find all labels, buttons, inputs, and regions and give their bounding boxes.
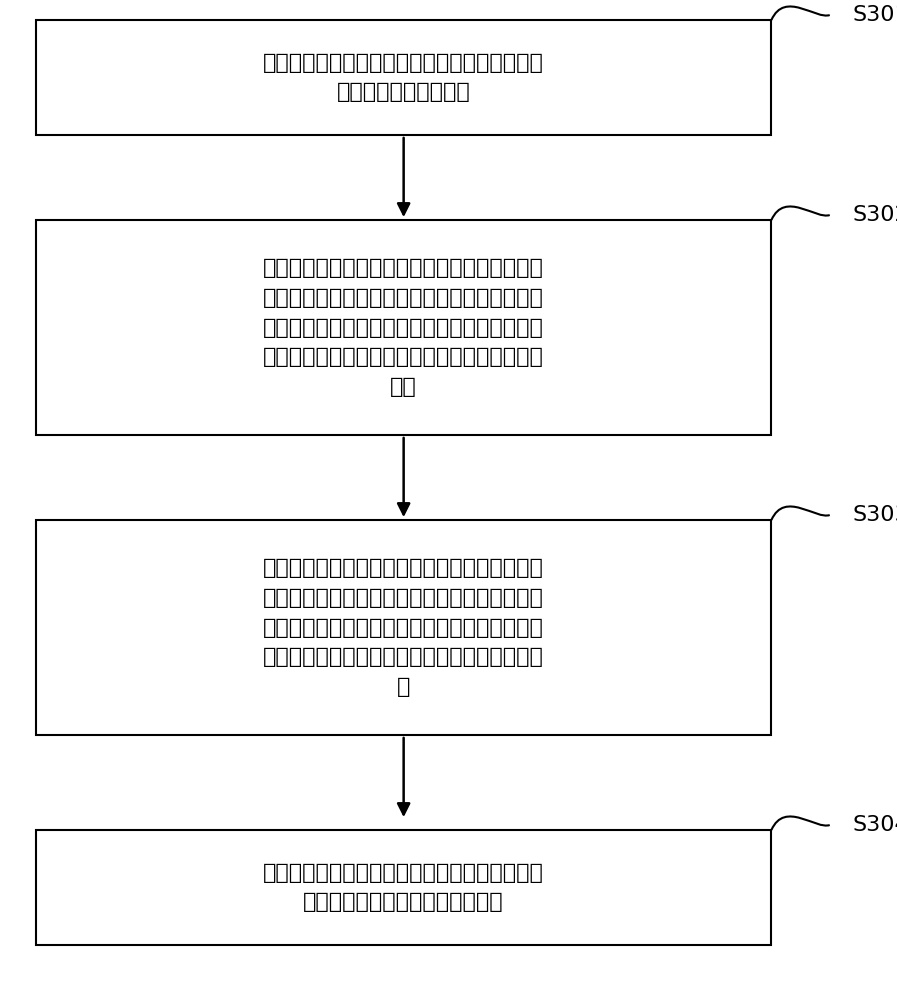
Text: 根据所述所有路径，获取每条路径的路径长度及
含有的红绿灯路口数量: 根据所述所有路径，获取每条路径的路径长度及 含有的红绿灯路口数量	[263, 53, 544, 102]
Bar	[36, 220, 771, 435]
Text: S304: S304	[852, 815, 897, 835]
Text: 将路径长度作为选取最优路径的第一输入变量，
将红绿灯路口数量作为选取最优路径的第二输入
变量，将遇到障碍物的概率作为选取最优路径的
输出变量，建立选取最优路径对: 将路径长度作为选取最优路径的第一输入变量， 将红绿灯路口数量作为选取最优路径的第…	[263, 258, 544, 397]
Bar	[36, 520, 771, 735]
Text: 根据所述模糊控制规则表及所述每条路径的路径
长度和所述每条路径含有的红绿灯路口数量，获
取所述输出变量，生成遇到障碍物的概率表，所
述概率表中包括所有路径对应的: 根据所述模糊控制规则表及所述每条路径的路径 长度和所述每条路径含有的红绿灯路口数…	[263, 558, 544, 697]
Bar	[36, 830, 771, 945]
Text: S302: S302	[852, 205, 897, 225]
Text: S301: S301	[852, 5, 897, 25]
Bar	[36, 20, 771, 135]
Text: S303: S303	[852, 505, 897, 525]
Text: 根据所述概率表，获取概率最小对应的路径，所
述概率最小对应的路径为最优路径: 根据所述概率表，获取概率最小对应的路径，所 述概率最小对应的路径为最优路径	[263, 863, 544, 912]
